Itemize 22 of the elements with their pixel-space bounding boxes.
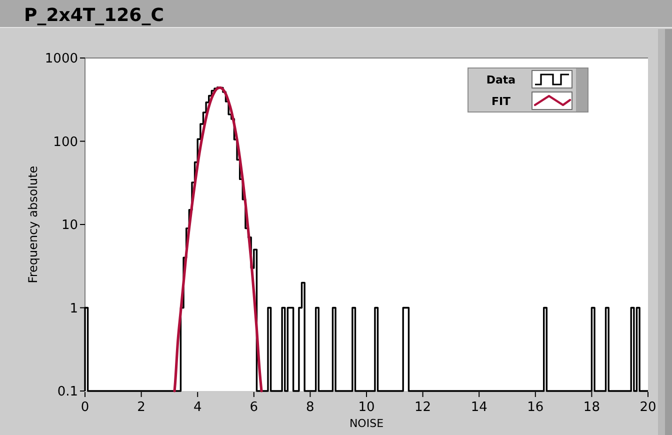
x-axis-title: NOISE bbox=[349, 417, 384, 430]
y-tick-label: 10 bbox=[61, 218, 78, 234]
x-tick-label: 20 bbox=[640, 400, 656, 415]
x-tick-label: 14 bbox=[470, 400, 488, 415]
x-tick-label: 16 bbox=[527, 400, 544, 415]
x-tick-label: 8 bbox=[306, 400, 314, 415]
legend-label: FIT bbox=[491, 95, 512, 108]
line-series bbox=[173, 86, 263, 392]
x-tick-label: 10 bbox=[358, 400, 375, 415]
legend-label: Data bbox=[486, 74, 516, 87]
y-tick-label: 1000 bbox=[44, 52, 78, 67]
y-tick-label: 100 bbox=[53, 134, 78, 150]
x-tick-label: 12 bbox=[414, 400, 432, 415]
x-tick-label: 2 bbox=[137, 400, 146, 415]
x-tick-label: 6 bbox=[250, 400, 258, 415]
chart-title: P_2x4T_126_C bbox=[24, 5, 164, 26]
y-tick-label: 1 bbox=[70, 301, 78, 316]
x-tick-label: 18 bbox=[583, 400, 600, 415]
y-tick-label: 0.1 bbox=[57, 384, 78, 400]
x-tick-label: 0 bbox=[80, 400, 90, 415]
x-tick-label: 4 bbox=[193, 400, 202, 415]
y-axis-title: Frequency absolute bbox=[26, 166, 40, 284]
